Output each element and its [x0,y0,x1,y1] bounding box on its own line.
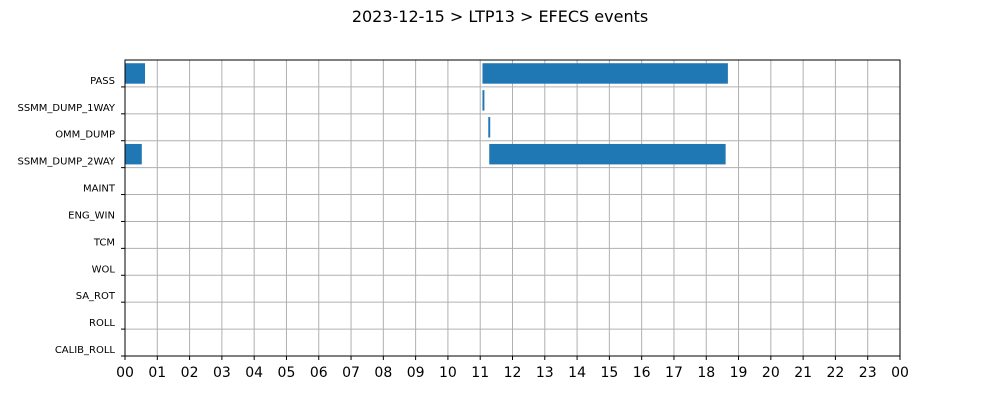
x-tick-label: 07 [342,365,360,381]
x-tick-label: 19 [730,365,748,381]
y-tick-label: OMM_DUMP [55,130,115,141]
x-tick-label: 09 [407,365,425,381]
y-tick-label: SSMM_DUMP_1WAY [17,103,115,114]
y-tick-label: PASS [90,76,115,87]
y-tick-label: MAINT [83,184,116,195]
y-tick-label: ROLL [89,318,115,329]
x-tick-label: 23 [859,365,877,381]
y-tick-label: SA_ROT [76,291,116,302]
x-tick-label: 00 [891,365,909,381]
event-bars [125,63,728,165]
x-tick-label: 16 [633,365,651,381]
x-tick-label: 15 [600,365,618,381]
event-bar [125,143,142,165]
x-tick-label: 00 [116,365,134,381]
y-tick-label: WOL [92,264,116,275]
event-bar [488,117,491,138]
chart-title: 2023-12-15 > LTP13 > EFECS events [352,7,648,26]
x-tick-label: 18 [697,365,715,381]
x-tick-label: 05 [278,365,296,381]
x-axis-ticks: 00 01 02 03 04 05 06 07 08 09 10 11 12 13 14 15 16 17 18 19… [116,356,909,381]
event-bar [489,143,726,165]
x-tick-label: 12 [504,365,522,381]
x-tick-label: 21 [794,365,812,381]
event-bar [482,63,728,84]
x-tick-label: 08 [374,365,392,381]
x-tick-label: 13 [536,365,554,381]
y-tick-label: TCM [93,237,115,248]
x-tick-label: 10 [439,365,457,381]
x-tick-label: 22 [827,365,845,381]
x-tick-label: 04 [245,365,263,381]
x-tick-label: 01 [148,365,166,381]
x-tick-label: 03 [213,365,231,381]
event-bar [125,63,146,84]
x-tick-label: 02 [181,365,199,381]
y-axis-ticks: PASS SSMM_DUMP_1WAY OMM_DUMP SSMM_DUMP_2WAY… [17,76,125,357]
x-tick-label: 20 [762,365,780,381]
event-bar [482,90,485,111]
y-tick-label: ENG_WIN [68,210,115,221]
y-tick-label: CALIB_ROLL [55,345,116,356]
x-tick-label: 14 [568,365,586,381]
x-tick-label: 11 [471,365,489,381]
grid-lines [124,60,901,357]
x-tick-label: 17 [665,365,683,381]
x-tick-label: 06 [310,365,328,381]
y-tick-label: SSMM_DUMP_2WAY [17,157,115,168]
